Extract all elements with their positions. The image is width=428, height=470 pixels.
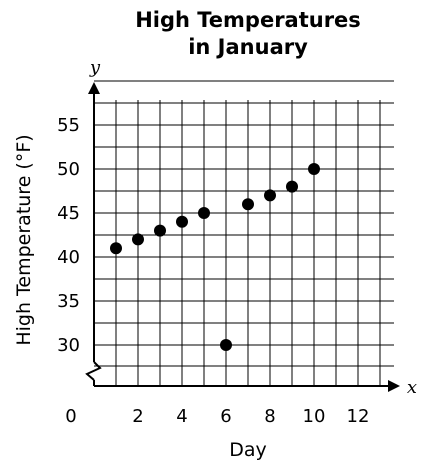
- x-tick-label: 10: [303, 406, 326, 427]
- data-point: [264, 189, 276, 202]
- y-tick-label: 50: [57, 159, 80, 180]
- y-tick-label: 40: [57, 247, 80, 268]
- x-tick-label: 6: [220, 406, 231, 427]
- x-axis-arrow: [388, 380, 400, 392]
- y-axis-arrow: [88, 82, 100, 94]
- data-point: [132, 233, 144, 246]
- x-tick-label: 12: [347, 406, 370, 427]
- data-points: [110, 163, 320, 351]
- x-axis-variable: x: [407, 377, 417, 398]
- y-tick-label: 35: [57, 291, 80, 312]
- grid: [94, 80, 394, 386]
- chart-title-line-1: High Temperatures: [135, 8, 361, 32]
- x-tick-label: 4: [176, 406, 187, 427]
- y-tick-label: 30: [57, 335, 80, 356]
- data-point: [176, 215, 188, 228]
- data-point: [154, 224, 166, 237]
- data-point: [198, 207, 210, 219]
- y-tick-label: 55: [57, 115, 80, 136]
- data-point: [286, 180, 298, 193]
- data-point: [242, 198, 254, 211]
- x-axis-label: Day: [229, 439, 267, 461]
- data-point: [308, 163, 320, 175]
- data-point: [220, 339, 232, 351]
- axes: [85, 82, 400, 392]
- tick-labels: 0 2 4 6 8 10 12 30 35 40 45 50 55: [57, 115, 369, 427]
- y-axis-label: High Temperature (°F): [13, 134, 35, 345]
- y-tick-label: 45: [57, 203, 80, 224]
- x-tick-label: 0: [65, 406, 76, 427]
- data-point: [110, 242, 122, 255]
- chart-title-line-2: in January: [188, 35, 308, 59]
- x-tick-label: 8: [264, 406, 275, 427]
- x-tick-label: 2: [132, 406, 143, 427]
- y-axis-variable: y: [89, 57, 101, 78]
- y-axis-break: [85, 361, 102, 381]
